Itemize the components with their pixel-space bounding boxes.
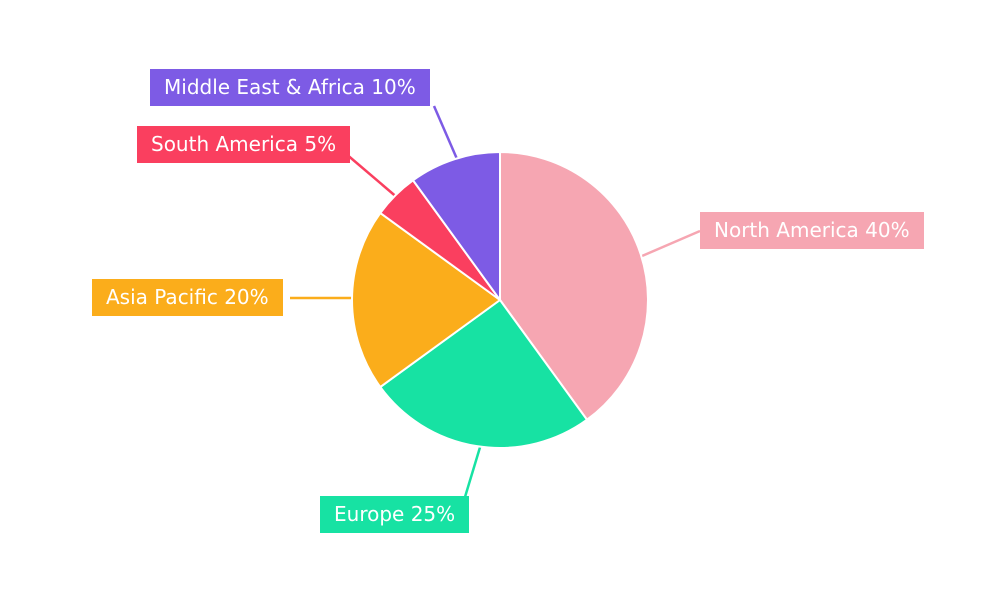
leader-line-middle-east-africa <box>432 105 459 160</box>
leader-line-north-america <box>641 229 701 258</box>
callout-text-south-america: South America 5% <box>151 132 337 156</box>
callout-text-europe: Europe 25% <box>334 502 456 526</box>
callout-label-europe: Europe 25% <box>320 496 470 533</box>
pie-slice-middle-east-africa <box>412 151 501 301</box>
leader-line-europe <box>463 443 483 498</box>
pie-slice-europe <box>379 299 588 449</box>
callout-text-middle-east-africa: Middle East & Africa 10% <box>164 75 416 99</box>
callout-label-north-america: North America 40% <box>700 212 924 249</box>
callout-text-asia-pacific: Asia Pacific 20% <box>106 285 269 309</box>
callout-label-asia-pacific: Asia Pacific 20% <box>92 279 283 316</box>
callout-text-north-america: North America 40% <box>714 218 910 242</box>
pie-slice-north-america <box>499 151 649 421</box>
pie-slice-asia-pacific <box>351 212 501 388</box>
callout-label-south-america: South America 5% <box>137 126 351 163</box>
callout-label-middle-east-africa: Middle East & Africa 10% <box>150 69 430 106</box>
